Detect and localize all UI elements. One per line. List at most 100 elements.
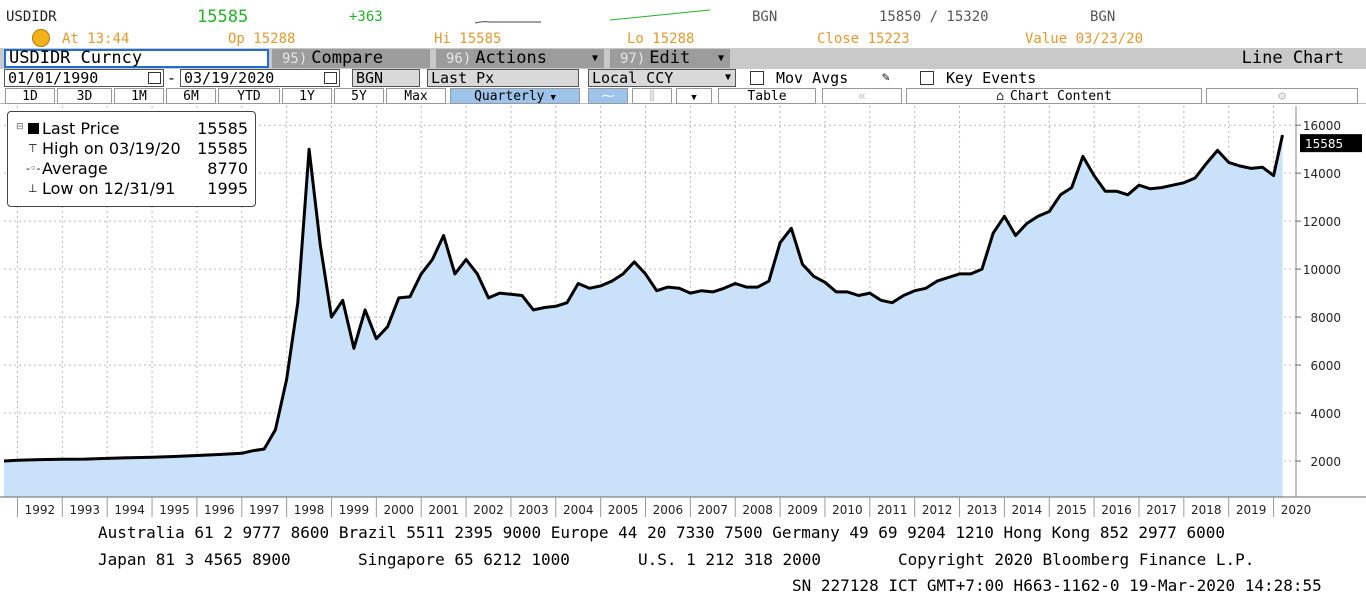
low-marker-icon: ⊥ (28, 182, 38, 195)
range-button[interactable]: 3D (57, 88, 112, 104)
start-date-field[interactable]: 01/01/1990 (4, 69, 164, 87)
legend-low-label: Low on 12/31/91 (42, 179, 176, 198)
key-events-checkbox[interactable] (920, 71, 934, 85)
chevron-down-icon: ▼ (550, 93, 556, 103)
x-tick-label: 2001 (428, 503, 459, 517)
currency-select[interactable]: Local CCY ▼ (588, 69, 736, 87)
compare-button[interactable]: 95) Compare (272, 49, 430, 68)
range-button[interactable]: 1M (114, 88, 164, 104)
footer-phones-us: U.S. 1 212 318 2000 (638, 550, 822, 569)
mov-avgs-checkbox[interactable] (750, 71, 764, 85)
x-tick-label: 2004 (563, 503, 594, 517)
chart-type-title: Line Chart (1241, 48, 1344, 68)
chevron-down-icon: ▼ (591, 53, 598, 64)
x-tick-label: 2011 (877, 503, 908, 517)
quote-time: At 13:44 (62, 31, 130, 47)
last-price-tag (1300, 134, 1362, 153)
gear-icon[interactable]: ⚙ (1206, 88, 1358, 104)
x-tick-label: 2016 (1101, 503, 1132, 517)
black-square-icon (28, 123, 39, 134)
line-style-icon[interactable]: ⁓ (588, 88, 628, 104)
collapse-legend-icon[interactable]: ⊟ (16, 122, 24, 132)
y-tick-label: 14000 (1303, 167, 1341, 181)
y-tick-label: 10000 (1303, 263, 1341, 277)
footer-copyright: Copyright 2020 Bloomberg Finance L.P. (898, 550, 1255, 569)
range-button[interactable]: Max (386, 88, 446, 104)
legend-high-label: High on 03/19/20 (42, 139, 181, 158)
calendar-icon[interactable] (324, 72, 337, 84)
clock-icon[interactable] (32, 29, 50, 47)
actions-label: Actions (475, 48, 547, 68)
y-tick-label: 2000 (1310, 455, 1341, 469)
footer-phones-1: Australia 61 2 9777 8600 Brazil 5511 239… (98, 523, 1226, 542)
pencil-icon[interactable]: ✎ (882, 70, 890, 85)
chevron-down-icon: ▼ (691, 93, 697, 103)
date-range-dash: - (167, 69, 177, 87)
bar-style-icon[interactable]: ⫼ (632, 88, 672, 104)
quote-open: Op 15288 (228, 31, 296, 47)
command-toolbar: USDIDR Curncy 95) Compare 96) Actions ▼ 97… (0, 48, 1366, 69)
price-area (4, 135, 1283, 497)
y-tick-label: 12000 (1303, 215, 1341, 229)
quote-bid-ask: 15850 / 15320 (879, 9, 989, 25)
price-field-select[interactable]: Last Px (427, 69, 579, 87)
quote-ticker: USDIDR (6, 9, 57, 25)
edit-menu[interactable]: 97) Edit ▼ (610, 49, 730, 68)
collapse-icon[interactable]: « (822, 88, 902, 104)
x-tick-label: 1997 (249, 503, 280, 517)
actions-shortcut: 96) (446, 51, 472, 67)
x-tick-label: 2012 (922, 503, 953, 517)
range-bar: 1D 3D 1M 6M YTD 1Y 5Y Max Quarterly ▼ ⁓ ⫼… (0, 88, 1366, 104)
x-tick-label: 1996 (204, 503, 235, 517)
start-date-value: 01/01/1990 (8, 69, 99, 87)
footer-phones-japan: Japan 81 3 4565 8900 (98, 550, 291, 569)
chart-content-button[interactable]: ⌂ Chart Content (906, 88, 1202, 104)
end-date-field[interactable]: 03/19/2020 (180, 69, 340, 87)
key-events-label: Key Events (946, 69, 1037, 87)
legend-average: -◦- Average 8770 (8, 159, 257, 179)
mov-avgs-label: Mov Avgs (776, 69, 849, 87)
legend-last-price: Last Price 15585 (8, 119, 257, 139)
quote-last-price: 15585 (197, 7, 249, 27)
compare-label: Compare (311, 48, 383, 68)
price-line (3, 134, 1284, 463)
x-tick-label: 2002 (473, 503, 504, 517)
average-marker-icon: -◦- (26, 162, 41, 175)
legend-last-label: Last Price (42, 119, 120, 138)
x-tick-label: 1995 (159, 503, 190, 517)
quote-change: +363 (349, 9, 383, 25)
compare-shortcut: 95) (282, 51, 308, 67)
legend-avg-label: Average (42, 159, 108, 178)
legend-low-value: 1995 (207, 179, 248, 198)
range-button[interactable]: YTD (218, 88, 280, 104)
calendar-icon[interactable] (148, 72, 161, 84)
settings-bar: 01/01/1990 - 03/19/2020 BGN Last Px Loca… (0, 69, 1366, 88)
footer: Australia 61 2 9777 8600 Brazil 5511 239… (0, 518, 1366, 602)
legend-avg-value: 8770 (207, 159, 248, 178)
range-button[interactable]: 6M (166, 88, 216, 104)
footer-session-info: SN 227128 ICT GMT+7:00 H663-1162-0 19-Ma… (792, 576, 1322, 595)
range-button[interactable]: 1D (5, 88, 55, 104)
range-button[interactable]: 1Y (282, 88, 332, 104)
periodicity-value: Quarterly (474, 89, 545, 104)
last-price-tag-label: 15585 (1305, 137, 1343, 151)
sparkline-green (610, 9, 710, 21)
periodicity-select[interactable]: Quarterly ▼ (450, 88, 580, 104)
table-button[interactable]: Table (718, 88, 816, 104)
price-chart[interactable]: 2000 4000 6000 8000 10000 12000 14000 16000 1992… (0, 104, 1366, 517)
high-marker-icon: ⊤ (28, 142, 38, 155)
y-tick-label: 16000 (1303, 119, 1341, 133)
x-tick-label: 1994 (114, 503, 145, 517)
pricing-source-field[interactable]: BGN (352, 69, 420, 87)
y-tick-label: 6000 (1310, 359, 1341, 373)
end-date-value: 03/19/2020 (184, 69, 275, 87)
x-tick-label: 2009 (787, 503, 818, 517)
actions-menu[interactable]: 96) Actions ▼ (436, 49, 604, 68)
quote-value-date: Value 03/23/20 (1025, 31, 1144, 47)
quote-source: BGN (752, 9, 778, 25)
quote-high: Hi 15585 (434, 31, 502, 47)
edit-label: Edit (649, 48, 691, 68)
security-input[interactable]: USDIDR Curncy (4, 49, 269, 68)
range-button[interactable]: 5Y (334, 88, 384, 104)
style-dropdown[interactable]: ▼ (676, 88, 712, 104)
